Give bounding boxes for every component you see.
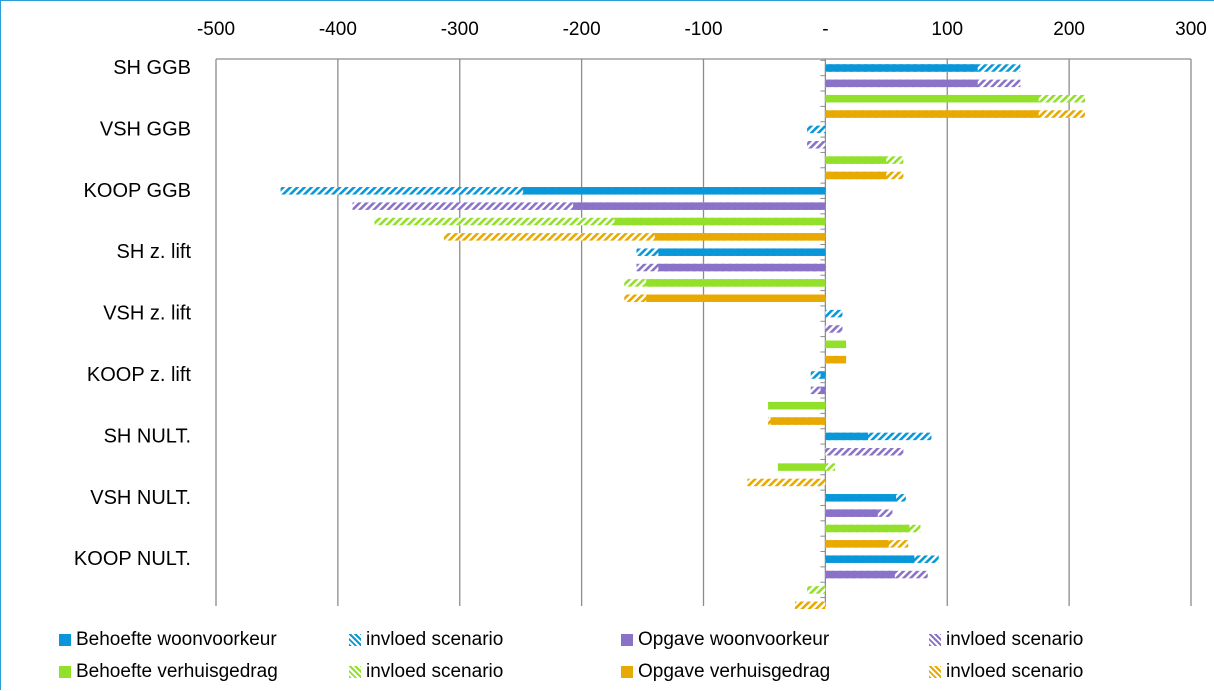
category-label: SH NULT. <box>104 425 191 447</box>
legend-label: Opgave woonvoorkeur <box>638 629 830 650</box>
bar-base <box>523 187 826 195</box>
x-tick-label: 200 <box>1053 19 1085 40</box>
legend-swatch-hatched <box>929 634 941 646</box>
bar-base <box>770 417 826 425</box>
category-label: VSH z. lift <box>103 303 191 325</box>
x-tick-label: -300 <box>441 19 479 40</box>
bar-scenario <box>807 586 826 594</box>
category-labels: SH GGB VSH GGB KOOP GGB SH z. lift VSH z. li… <box>74 57 192 570</box>
category-label: KOOP z. lift <box>87 364 192 386</box>
legend-label: invloed scenario <box>946 629 1084 650</box>
bar-base <box>614 217 826 226</box>
bar-chart: -500 -400 -300 -200 -100-100 200 300 SH GGBVSH… <box>74 19 1207 609</box>
x-tick-label: -200 <box>563 19 601 40</box>
bar-base <box>825 171 887 180</box>
x-tick-label: -400 <box>319 19 357 40</box>
category-label: SH z. lift <box>117 241 192 263</box>
bar-base <box>825 432 869 441</box>
legend-swatch-hatched <box>349 666 361 678</box>
bar-base <box>825 94 1039 103</box>
x-tick-label: -100 <box>684 19 722 40</box>
bar-base <box>825 509 878 517</box>
category-label: KOOP GGB <box>84 180 191 202</box>
bar-base <box>768 401 826 410</box>
bar-scenario <box>825 325 843 333</box>
grid-lines <box>215 58 1192 607</box>
legend-label: Behoefte woonvoorkeur <box>76 629 277 650</box>
bar-scenario <box>825 448 904 456</box>
bar-scenario <box>794 601 826 609</box>
bar-base <box>654 233 826 241</box>
bar-scenario <box>747 478 826 487</box>
bar-scenario <box>825 432 932 441</box>
bar-base <box>820 386 826 395</box>
legend-item: Behoefte verhuisgedrag <box>59 659 278 685</box>
legend-label: invloed scenario <box>366 661 504 682</box>
bar-base <box>573 202 826 210</box>
bar-base <box>658 248 826 256</box>
legend-item: Opgave verhuisgedrag <box>621 659 830 685</box>
category-label: KOOP NULT. <box>74 548 191 570</box>
legend-item: Behoefte woonvoorkeur <box>59 627 277 653</box>
legend-label: invloed scenario <box>946 661 1084 682</box>
legend-swatch-solid <box>621 666 633 678</box>
bar-base <box>825 340 847 349</box>
x-tick-label: -500 <box>197 19 235 40</box>
x-tick-label: - <box>822 19 828 40</box>
legend-label: Opgave verhuisgedrag <box>638 661 831 682</box>
bar-scenario <box>807 141 826 149</box>
bar-scenario <box>825 463 836 471</box>
bar-base <box>825 524 910 533</box>
legend-item: Opgave woonvoorkeur <box>621 627 829 653</box>
bar-base <box>825 494 897 502</box>
bar-scenario <box>810 371 826 379</box>
legend-swatch-hatched <box>929 666 941 678</box>
bar-base <box>825 156 887 164</box>
bar-base <box>825 110 1039 118</box>
category-label: VSH NULT. <box>90 487 191 509</box>
x-tick-label: 100 <box>931 19 963 40</box>
bars <box>280 64 1085 609</box>
bar-base <box>825 79 978 88</box>
legend-item: invloed scenario <box>349 627 503 653</box>
legend-swatch-solid <box>59 666 71 678</box>
bar-scenario <box>825 309 843 318</box>
legend-item: invloed scenario <box>349 659 503 685</box>
bar-base <box>820 371 826 379</box>
bar-base <box>658 263 826 272</box>
legend-item: invloed scenario <box>929 659 1083 685</box>
bar-base <box>646 279 826 287</box>
legend: Behoefte woonvoorkeur invloed scenario Opg… <box>59 627 1209 691</box>
bar-scenario <box>807 125 826 134</box>
bar-base <box>825 555 915 563</box>
bar-base <box>825 570 895 579</box>
category-label: SH GGB <box>113 57 191 79</box>
bar-base <box>825 64 978 72</box>
bar-base <box>825 540 889 548</box>
legend-label: invloed scenario <box>366 629 504 650</box>
legend-swatch-solid <box>621 634 633 646</box>
bar-base <box>777 463 826 471</box>
legend-label: Behoefte verhuisgedrag <box>76 661 278 682</box>
bar-scenario <box>443 233 826 241</box>
bar-scenario <box>374 217 826 226</box>
category-label: VSH GGB <box>100 118 191 140</box>
x-tick-labels: -500 -400 -300 -200 -100-100 200 300 <box>197 19 1207 40</box>
legend-item: invloed scenario <box>929 627 1083 653</box>
x-tick-label: 300 <box>1175 19 1207 40</box>
legend-swatch-solid <box>59 634 71 646</box>
bar-scenario <box>810 386 826 395</box>
bar-base <box>646 294 826 302</box>
bar-base <box>825 355 847 364</box>
legend-swatch-hatched <box>349 634 361 646</box>
